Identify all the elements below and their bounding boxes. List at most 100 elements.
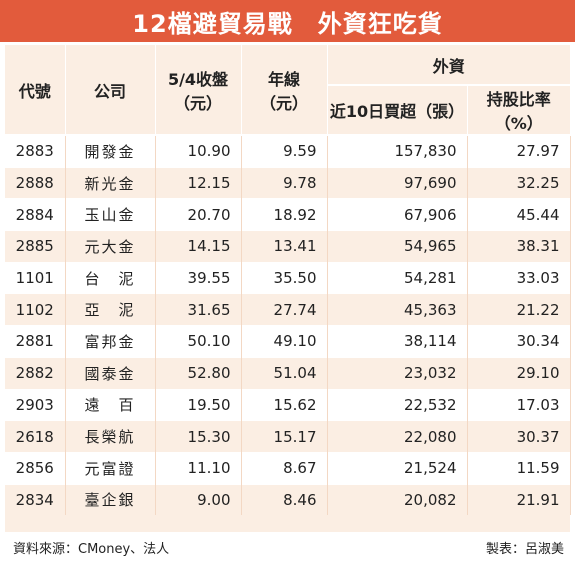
cell-holding: 30.37: [467, 420, 571, 453]
cell-holding: 27.97: [467, 134, 571, 168]
table-row: 2883 開發金 10.90 9.59 157,830 27.97: [5, 134, 571, 168]
cell-yearline: 27.74: [241, 293, 328, 326]
cell-holding: 29.10: [467, 356, 571, 389]
cell-code: 2883: [5, 134, 66, 168]
cell-netbuy: 20,082: [327, 483, 468, 516]
cell-company: 臺企銀: [65, 483, 156, 516]
cell-code: 1102: [5, 293, 66, 326]
cell-netbuy: 22,080: [327, 420, 468, 453]
cell-code: 2618: [5, 420, 66, 453]
cell-yearline: 15.17: [241, 420, 328, 453]
header-close: 5/4收盤 （元）: [155, 45, 242, 136]
table-row: 1101 台 泥 39.55 35.50 54,281 33.03: [5, 261, 571, 294]
table-row: 2888 新光金 12.15 9.78 97,690 32.25: [5, 166, 571, 199]
header-company: 公司: [65, 45, 156, 136]
source-note: 資料來源：CMoney、法人: [13, 542, 170, 557]
cell-code: 2888: [5, 166, 66, 199]
header-row-top: 代號 公司 5/4收盤 （元） 年線 （元） 外資: [5, 45, 571, 136]
header-yearline-line1: 年線: [267, 69, 300, 89]
cell-close: 15.30: [155, 420, 242, 453]
header-code: 代號: [5, 45, 66, 136]
table-body: 2883 開發金 10.90 9.59 157,830 27.97 2888 新光金 12.15…: [5, 134, 571, 516]
cell-company: 遠 百: [65, 388, 156, 421]
table-row: 2881 富邦金 50.10 49.10 38,114 30.34: [5, 325, 571, 358]
cell-yearline: 8.46: [241, 483, 328, 516]
cell-yearline: 18.92: [241, 198, 328, 231]
cell-company: 新光金: [65, 166, 156, 199]
cell-yearline: 51.04: [241, 356, 328, 389]
cell-yearline: 15.62: [241, 388, 328, 421]
cell-netbuy: 21,524: [327, 451, 468, 485]
cell-company: 長榮航: [65, 420, 156, 453]
cell-close: 9.00: [155, 483, 242, 516]
table-row: 2885 元大金 14.15 13.41 54,965 38.31: [5, 230, 571, 263]
header-row-sub: 近10日買超（張） 持股比率（%）: [5, 85, 571, 136]
cell-close: 14.15: [155, 230, 242, 263]
cell-netbuy: 157,830: [327, 134, 468, 168]
cell-close: 31.65: [155, 293, 242, 326]
cell-company: 亞 泥: [65, 293, 156, 326]
cell-code: 1101: [5, 261, 66, 294]
cell-company: 元大金: [65, 230, 156, 263]
page-title: 12檔避貿易戰 外資狂吃貨: [0, 0, 575, 42]
cell-yearline: 49.10: [241, 325, 328, 358]
header-holding: 持股比率（%）: [467, 85, 571, 136]
header-close-line1: 5/4收盤: [167, 69, 229, 89]
table-row: 2903 遠 百 19.50 15.62 22,532 17.03: [5, 388, 571, 421]
table-row: 2834 臺企銀 9.00 8.46 20,082 21.91: [5, 483, 571, 516]
footer: 資料來源：CMoney、法人 製表：呂淑美: [5, 536, 570, 558]
cell-yearline: 9.59: [241, 134, 328, 168]
foreign-buying-table: 代號 公司 5/4收盤 （元） 年線 （元） 外資 近10日買超（張） 持股比率…: [5, 45, 571, 516]
cell-yearline: 35.50: [241, 261, 328, 294]
cell-company: 開發金: [65, 134, 156, 168]
cell-code: 2881: [5, 325, 66, 358]
cell-close: 19.50: [155, 388, 242, 421]
cell-yearline: 13.41: [241, 230, 328, 263]
cell-close: 52.80: [155, 356, 242, 389]
cell-company: 國泰金: [65, 356, 156, 389]
cell-yearline: 9.78: [241, 166, 328, 199]
cell-holding: 38.31: [467, 230, 571, 263]
cell-code: 2882: [5, 356, 66, 389]
cell-netbuy: 54,281: [327, 261, 468, 294]
cell-close: 39.55: [155, 261, 242, 294]
cell-company: 元富證: [65, 451, 156, 485]
cell-holding: 11.59: [467, 451, 571, 485]
cell-yearline: 8.67: [241, 451, 328, 485]
header-yearline: 年線 （元）: [241, 45, 328, 136]
cell-netbuy: 45,363: [327, 293, 468, 326]
cell-code: 2885: [5, 230, 66, 263]
cell-code: 2856: [5, 451, 66, 485]
cell-company: 台 泥: [65, 261, 156, 294]
cell-holding: 30.34: [467, 325, 571, 358]
cell-netbuy: 67,906: [327, 198, 468, 231]
cell-holding: 17.03: [467, 388, 571, 421]
table-row: 2882 國泰金 52.80 51.04 23,032 29.10: [5, 356, 571, 389]
table-row: 1102 亞 泥 31.65 27.74 45,363 21.22: [5, 293, 571, 326]
cell-code: 2834: [5, 483, 66, 516]
cell-holding: 32.25: [467, 166, 571, 199]
cell-close: 20.70: [155, 198, 242, 231]
cell-holding: 33.03: [467, 261, 571, 294]
table-row: 2856 元富證 11.10 8.67 21,524 11.59: [5, 451, 571, 485]
cell-holding: 21.91: [467, 483, 571, 516]
cell-code: 2903: [5, 388, 66, 421]
cell-holding: 45.44: [467, 198, 571, 231]
credit-note: 製表：呂淑美: [485, 542, 564, 557]
cell-netbuy: 54,965: [327, 230, 468, 263]
data-table-container: 代號 公司 5/4收盤 （元） 年線 （元） 外資 近10日買超（張） 持股比率…: [5, 45, 571, 532]
cell-close: 12.15: [155, 166, 242, 199]
cell-close: 11.10: [155, 451, 242, 485]
header-yearline-line2: （元）: [259, 93, 308, 113]
cell-close: 10.90: [155, 134, 242, 168]
table-row: 2618 長榮航 15.30 15.17 22,080 30.37: [5, 420, 571, 453]
cell-netbuy: 97,690: [327, 166, 468, 199]
cell-company: 富邦金: [65, 325, 156, 358]
cell-company: 玉山金: [65, 198, 156, 231]
header-foreign: 外資: [327, 45, 571, 86]
cell-close: 50.10: [155, 325, 242, 358]
cell-netbuy: 23,032: [327, 356, 468, 389]
cell-netbuy: 38,114: [327, 325, 468, 358]
cell-holding: 21.22: [467, 293, 571, 326]
